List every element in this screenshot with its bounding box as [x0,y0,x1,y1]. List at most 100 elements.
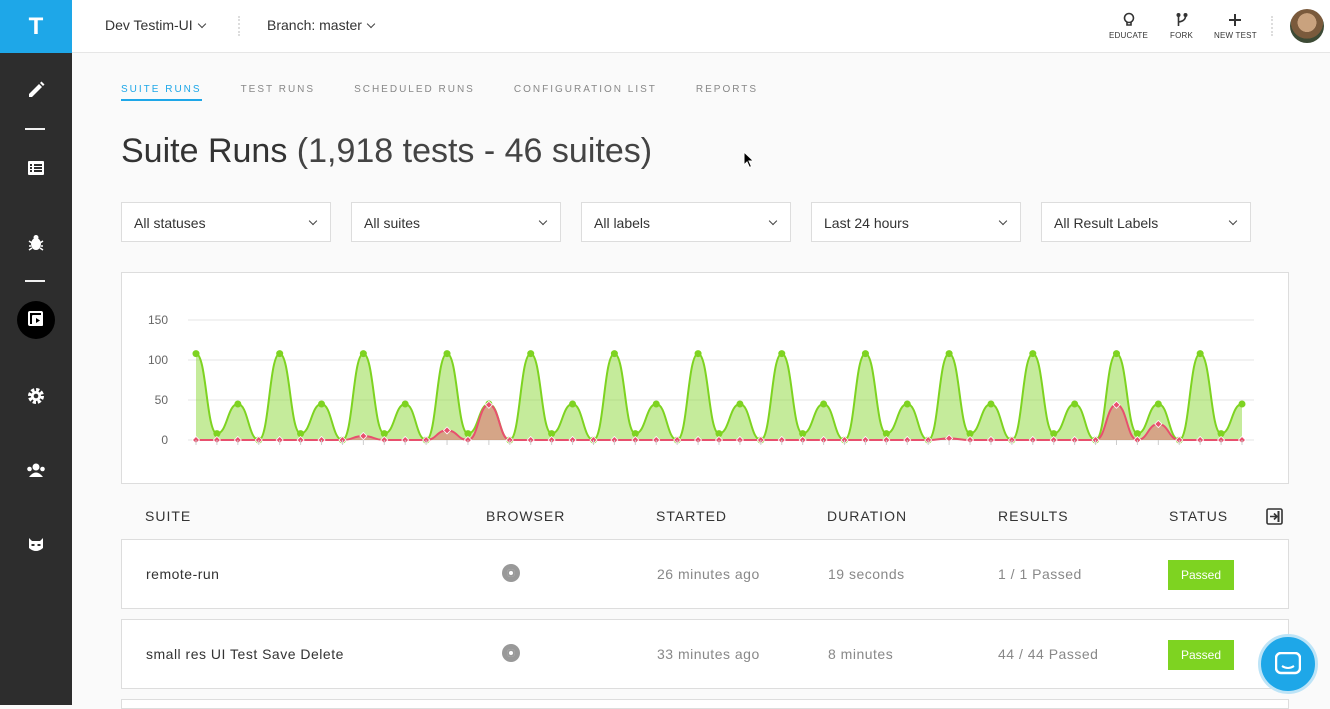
header-started[interactable]: STARTED [656,508,728,524]
export-icon[interactable] [1266,508,1283,528]
branch-selector[interactable]: Branch: master [267,17,376,33]
fork-icon [1176,13,1188,26]
data-point [1133,430,1141,438]
data-point [359,350,367,358]
results: 44 / 44 Passed [998,646,1099,662]
data-point [820,400,828,408]
data-point [318,400,326,408]
list-icon[interactable] [0,148,72,188]
fork-button[interactable]: FORK [1170,12,1193,40]
started-time: 33 minutes ago [657,646,760,662]
y-tick-label: 0 [161,433,168,447]
chevron-down-icon [366,19,376,29]
data-point [778,350,786,358]
data-point [1154,400,1162,408]
data-point [443,350,451,358]
data-point [1154,419,1163,429]
data-point [527,350,535,358]
data-point [297,430,305,438]
new-test-label: NEW TEST [1214,31,1257,40]
table-header: SUITE BROWSER STARTED DURATION RESULTS S… [121,508,1289,526]
table-row[interactable]: remote-run 26 minutes ago 19 seconds 1 /… [121,539,1289,609]
page-title: Suite Runs (1,918 tests - 46 suites) [121,132,652,171]
sidebar-divider [25,280,45,282]
tab-configuration-list[interactable]: CONFIGURATION LIST [513,84,657,95]
time-filter-value: Last 24 hours [824,215,909,231]
data-point [1112,400,1121,409]
pencil-icon[interactable] [0,70,72,110]
mask-icon[interactable] [0,525,72,565]
status-filter[interactable]: All statuses [121,202,331,242]
data-point [882,430,890,438]
tab-reports[interactable]: REPORTS [695,84,759,95]
tab-test-runs[interactable]: TEST RUNS [240,84,316,95]
suite-name[interactable]: small res UI Test Save Delete [146,646,344,662]
series-area [196,353,1242,440]
top-bar: Dev Testim-UI Branch: master EDUCATE FOR… [72,0,1330,53]
status-badge: Passed [1168,640,1234,670]
data-point [548,430,556,438]
filters: All statuses All suites All labels Last … [121,202,1271,242]
divider [1271,16,1273,36]
chat-icon [1275,652,1301,675]
page-title-text: Suite Runs [121,132,288,170]
status-badge: Passed [1168,560,1234,590]
chevron-down-icon [538,216,548,226]
data-point [569,400,577,408]
data-point [276,350,284,358]
data-point [192,350,200,358]
fork-label: FORK [1170,31,1194,40]
table-row[interactable] [121,699,1289,709]
time-filter[interactable]: Last 24 hours [811,202,1021,242]
chat-button[interactable] [1258,634,1318,694]
data-point [380,430,388,438]
runs-chart: 0 50 100 150 [121,272,1289,484]
data-point [401,400,409,408]
table-row[interactable]: small res UI Test Save Delete 33 minutes… [121,619,1289,689]
header-browser[interactable]: BROWSER [486,508,566,524]
project-selector[interactable]: Dev Testim-UI [105,17,206,33]
y-tick-label: 100 [148,353,168,367]
chevron-down-icon [1228,216,1238,226]
suite-name[interactable]: remote-run [146,566,220,582]
page-subtitle: (1,918 tests - 46 suites) [296,132,653,170]
data-point [966,430,974,438]
data-point [694,350,702,358]
label-filter[interactable]: All labels [581,202,791,242]
header-suite[interactable]: SUITE [145,508,192,524]
results: 1 / 1 Passed [998,566,1082,582]
tabs: SUITE RUNS TEST RUNS SCHEDULED RUNS CONF… [121,84,797,101]
runs-chart-svg: 0 50 100 150 [148,313,1254,447]
result-label-filter[interactable]: All Result Labels [1041,202,1251,242]
data-point [945,350,953,358]
data-point [1029,350,1037,358]
new-test-button[interactable]: NEW TEST [1214,12,1257,40]
data-point [1050,430,1058,438]
suite-runs-icon[interactable] [0,300,72,340]
status-filter-value: All statuses [134,215,206,231]
data-point [1071,400,1079,408]
sidebar: T [0,0,72,705]
data-point [903,400,911,408]
educate-button[interactable]: EDUCATE [1109,12,1148,40]
users-icon[interactable] [0,450,72,490]
logo[interactable]: T [0,0,72,53]
suite-filter[interactable]: All suites [351,202,561,242]
header-results[interactable]: RESULTS [998,508,1069,524]
data-point [652,400,660,408]
data-point [736,400,744,408]
header-duration[interactable]: DURATION [827,508,908,524]
divider [238,16,240,36]
tab-scheduled-runs[interactable]: SCHEDULED RUNS [354,84,475,95]
header-status[interactable]: STATUS [1169,508,1229,524]
data-point [1196,350,1204,358]
y-tick-label: 150 [148,313,168,327]
mouse-cursor [743,150,755,174]
bug-icon[interactable] [0,223,72,263]
gear-icon[interactable] [0,376,72,416]
data-point [861,350,869,358]
data-point [1112,350,1120,358]
avatar[interactable] [1290,9,1324,43]
data-point [631,430,639,438]
tab-suite-runs[interactable]: SUITE RUNS [121,84,202,101]
